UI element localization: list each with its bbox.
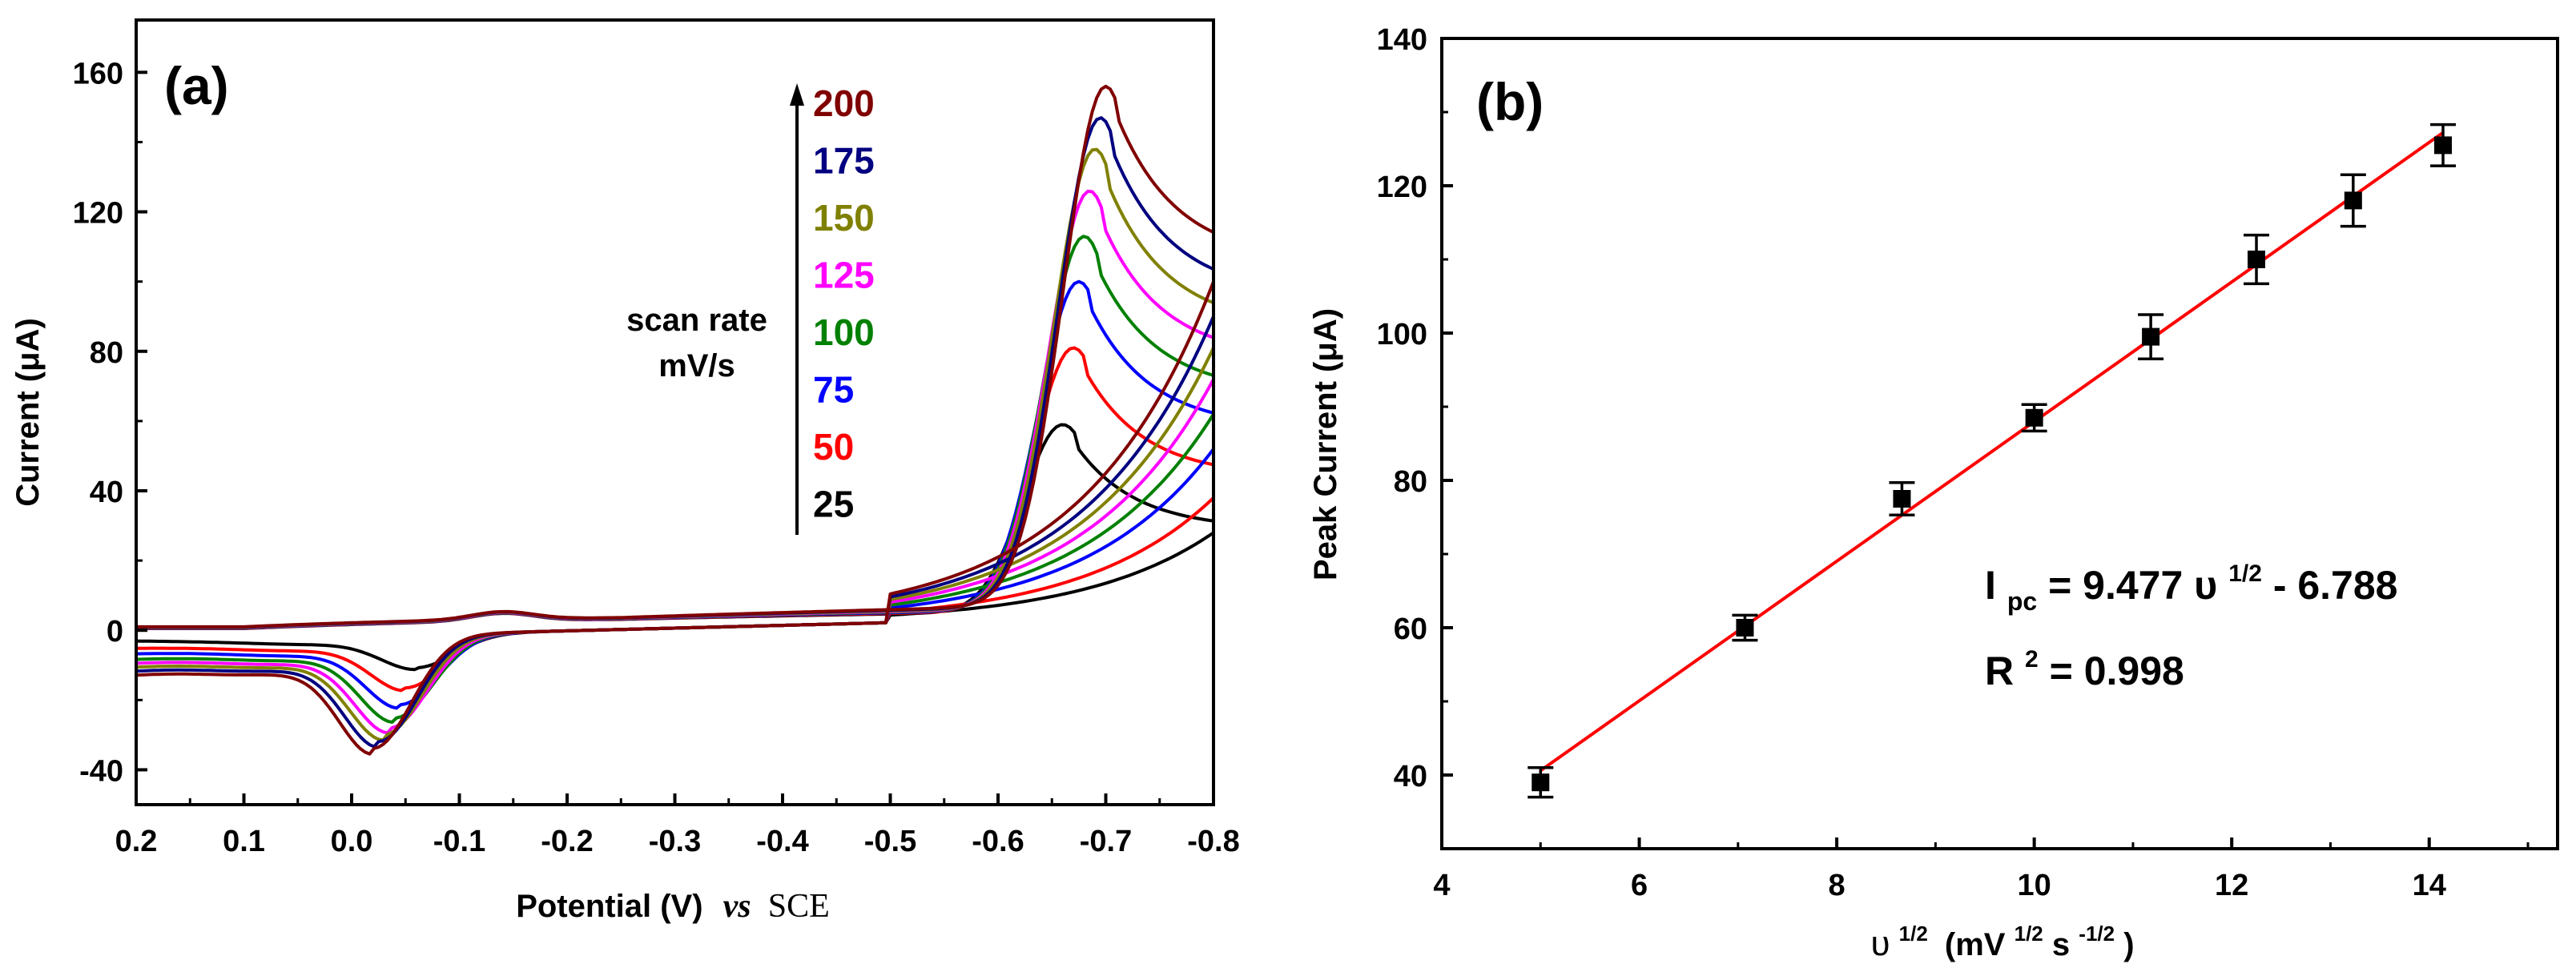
panel-a-x-tick-label: -0.3 <box>649 825 701 858</box>
data-marker <box>2248 251 2266 268</box>
panel-b-plot-frame <box>1440 37 2559 850</box>
panel-a-x-label-main: Potential (V) <box>516 889 702 924</box>
data-point-7 <box>2340 173 2366 228</box>
x-label-units-open: (mV <box>1945 927 2006 962</box>
r-squared-sup: 2 <box>2025 646 2039 673</box>
data-point-6 <box>2244 233 2270 286</box>
scan-rate-arrow-head <box>790 83 804 106</box>
legend-entry-75: 75 <box>813 369 854 411</box>
scan-rate-legend: 200 175 150 125 100 75 50 25 <box>813 82 875 525</box>
x-label-units-sup: 1/2 <box>2015 922 2043 946</box>
data-marker <box>2142 327 2160 346</box>
legend-entry-100: 100 <box>813 311 875 353</box>
panel-a-x-ticks: 0.2 0.1 0.0 -0.1 -0.2 -0.3 -0.4 -0.5 -0.6 -0.7 -0.… <box>115 793 1240 858</box>
panel-b-y-axis-label: Peak Current (μA) <box>1308 308 1343 580</box>
panel-a-x-axis-label: Potential (V) vs SCE <box>516 888 830 925</box>
r-squared: R 2 = 0.998 <box>1985 631 2184 693</box>
panel-b-y-tick-label: 80 <box>1394 465 1427 499</box>
panel-b-x-tick-label: 4 <box>1433 869 1450 902</box>
r-squared-value: = 0.998 <box>2050 649 2184 693</box>
legend-entry-25: 25 <box>813 484 854 525</box>
legend-entry-200: 200 <box>813 82 875 124</box>
r-squared-R: R <box>1985 649 2014 693</box>
data-marker <box>1893 490 1911 508</box>
x-label-units-close: ) <box>2123 927 2134 962</box>
legend-entry-50: 50 <box>813 426 854 468</box>
data-points-group <box>1527 122 2457 799</box>
panel-a-x-tick-label: -0.7 <box>1080 825 1132 858</box>
panel-b-y-tick-label: 60 <box>1394 612 1427 646</box>
legend-entry-150: 150 <box>813 197 875 239</box>
panel-a-y-axis-label: Current (μA) <box>10 318 46 507</box>
panel-a-y-tick-label: 160 <box>73 57 123 90</box>
data-point-4 <box>2021 403 2047 433</box>
cv-curve-25 <box>135 423 1215 672</box>
panel-a-y-tick-label: 80 <box>90 336 123 370</box>
cv-curve-200 <box>135 84 1215 756</box>
panel-b-y-tick-label: 120 <box>1377 171 1427 204</box>
panel-a-x-tick-label: -0.6 <box>972 825 1024 858</box>
fit-equation-sup: 1/2 <box>2228 560 2262 587</box>
data-point-3 <box>1889 481 1915 516</box>
panel-a-x-label-ref: SCE <box>768 888 830 925</box>
panel-a-x-tick-label: 0.1 <box>223 825 265 858</box>
panel-b-y-tick-label: 140 <box>1377 23 1427 57</box>
panel-a-x-tick-label: 0.0 <box>331 825 373 858</box>
fit-equation-mid: = 9.477 υ <box>2048 563 2217 608</box>
panel-a-plot-frame <box>135 18 1215 806</box>
panel-b-x-tick-label: 6 <box>1631 869 1648 902</box>
data-point-2 <box>1732 613 1758 642</box>
panel-a-x-tick-label: -0.1 <box>433 825 485 858</box>
panel-a-y-tick-label: 0 <box>107 615 123 649</box>
panel-a-x-tick-label: -0.4 <box>756 825 808 858</box>
panel-a-y-tick-label: -40 <box>79 754 123 788</box>
x-label-units-s-sup: -1/2 <box>2079 922 2115 946</box>
panel-b-x-tick-label: 14 <box>2413 869 2446 902</box>
cv-curve-50 <box>136 346 1215 693</box>
panel-a-x-label-vs: vs <box>723 888 751 925</box>
panel-a-x-tick-label: -0.5 <box>864 825 916 858</box>
panel-b-chart: 40 60 80 100 120 140 4 6 8 10 12 14 (b) Peak Curre… <box>1308 23 2559 963</box>
panel-a-x-tick-label: -0.2 <box>541 825 593 858</box>
data-marker <box>2344 191 2362 210</box>
panel-a-x-tick-label: 0.2 <box>115 825 158 858</box>
x-label-exponent: 1/2 <box>1899 922 1928 946</box>
fit-equation: I pc = 9.477 υ 1/2 - 6.788 <box>1985 545 2397 619</box>
data-marker <box>1532 773 1550 792</box>
legend-entry-125: 125 <box>813 255 875 296</box>
panel-a-chart: -40 0 40 80 120 160 0.2 0.1 0.0 -0.1 -0.2 -0.3 -0.4… <box>10 18 1240 925</box>
panel-b-y-tick-label: 100 <box>1377 318 1427 351</box>
data-point-1 <box>1527 766 1554 799</box>
legend-entry-175: 175 <box>813 140 875 182</box>
panel-b-x-ticks: 4 6 8 10 12 14 <box>1433 837 2530 902</box>
fit-equation-I: I <box>1985 563 1996 608</box>
fit-equation-end: - 6.788 <box>2273 563 2398 608</box>
cv-curves-group <box>135 84 1215 756</box>
x-label-upsilon: υ <box>1870 924 1890 963</box>
linear-fit-line <box>1540 131 2445 773</box>
panel-b-x-axis-label: υ 1/2 (mV 1/2 s -1/2 ) <box>1870 913 2134 963</box>
legend-title-scan-rate: scan rate <box>626 303 767 338</box>
x-label-units-s: s <box>2052 927 2070 962</box>
panel-a-y-tick-label: 40 <box>90 476 123 509</box>
data-point-8 <box>2430 122 2457 167</box>
panel-a-label: (a) <box>164 56 229 115</box>
panel-a-y-tick-label: 120 <box>73 197 123 231</box>
panel-b-y-tick-label: 40 <box>1394 760 1427 793</box>
data-point-5 <box>2138 313 2164 360</box>
panel-b-x-tick-label: 12 <box>2215 869 2248 902</box>
panel-a-x-tick-label: -0.8 <box>1187 825 1239 858</box>
fit-equation-sub: pc <box>2007 587 2037 616</box>
linear-fit-group <box>1540 131 2445 773</box>
data-marker <box>2434 136 2453 155</box>
panel-b-y-ticks: 40 60 80 100 120 140 <box>1377 23 1453 850</box>
data-marker <box>2025 408 2043 427</box>
panel-b-x-tick-label: 10 <box>2018 869 2051 902</box>
data-marker <box>1736 619 1754 637</box>
panel-b-x-tick-label: 8 <box>1829 869 1845 902</box>
legend-title-units: mV/s <box>658 348 735 384</box>
panel-b-label: (b) <box>1476 72 1544 131</box>
panel-a-y-ticks: -40 0 40 80 120 160 <box>73 57 147 788</box>
